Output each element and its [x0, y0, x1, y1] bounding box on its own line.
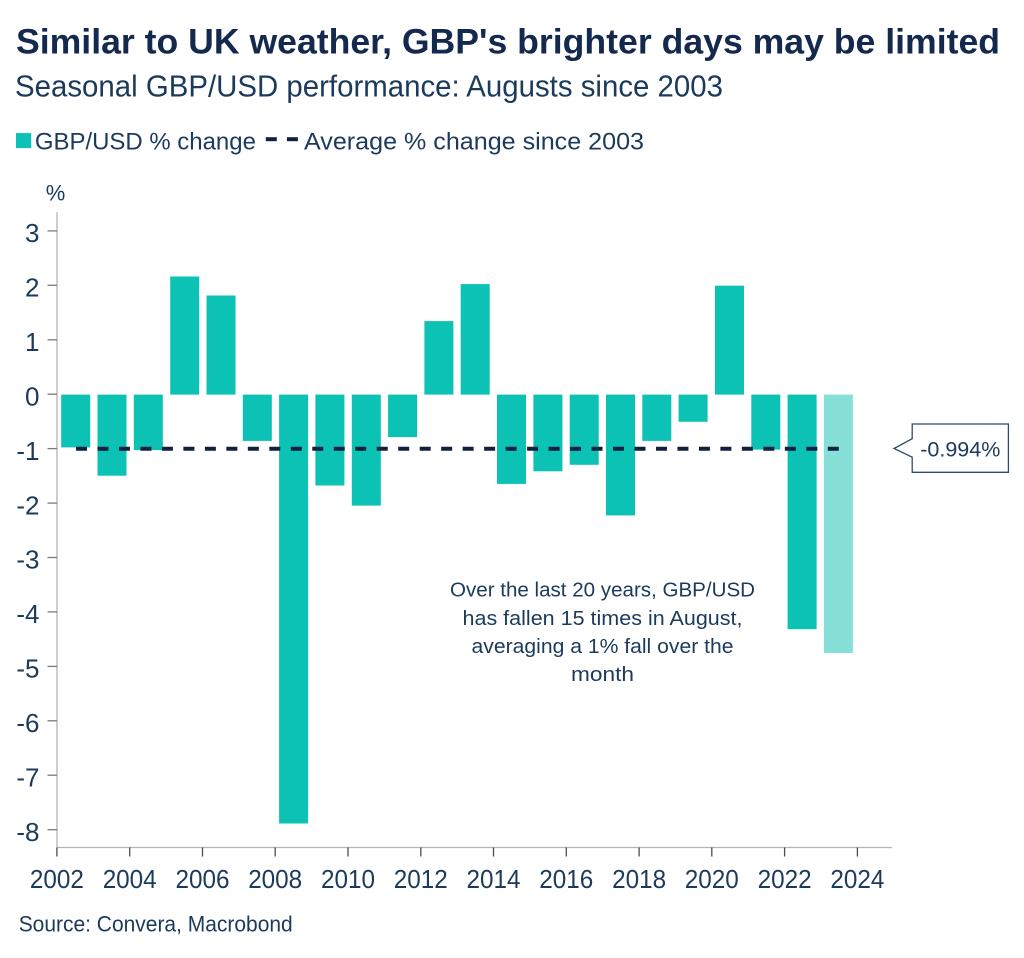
svg-text:-3: -3 — [16, 545, 39, 575]
svg-text:-6: -6 — [16, 708, 39, 738]
svg-text:month: month — [571, 664, 634, 686]
svg-text:0: 0 — [25, 381, 39, 411]
svg-text:Over the last 20 years, GBP/US: Over the last 20 years, GBP/USD — [450, 580, 755, 602]
svg-text:2010: 2010 — [321, 864, 375, 894]
svg-text:2006: 2006 — [176, 864, 230, 894]
svg-text:-8: -8 — [16, 817, 39, 847]
svg-text:averaging a 1% fall over the: averaging a 1% fall over the — [472, 636, 734, 658]
svg-text:2020: 2020 — [685, 864, 739, 894]
svg-text:Similar to UK weather, GBP's b: Similar to UK weather, GBP's brighter da… — [16, 22, 1000, 61]
svg-text:-0.994%: -0.994% — [920, 438, 1000, 462]
svg-text:1: 1 — [25, 327, 39, 357]
svg-text:2002: 2002 — [30, 864, 84, 894]
svg-text:2016: 2016 — [539, 864, 593, 894]
svg-text:2: 2 — [25, 273, 39, 303]
svg-text:2008: 2008 — [248, 864, 302, 894]
svg-text:2014: 2014 — [467, 864, 521, 894]
svg-text:-4: -4 — [16, 599, 39, 629]
svg-text:GBP/USD % change: GBP/USD % change — [35, 128, 256, 155]
svg-text:2018: 2018 — [612, 864, 666, 894]
svg-text:-2: -2 — [16, 490, 39, 520]
svg-text:Source: Convera, Macrobond: Source: Convera, Macrobond — [19, 911, 293, 936]
svg-text:3: 3 — [25, 218, 39, 248]
svg-text:2012: 2012 — [394, 864, 448, 894]
svg-text:2024: 2024 — [830, 864, 884, 894]
svg-text:has fallen 15 times in August,: has fallen 15 times in August, — [463, 608, 743, 630]
svg-text:%: % — [46, 180, 66, 205]
svg-text:2004: 2004 — [103, 864, 157, 894]
svg-text:-5: -5 — [16, 654, 39, 684]
svg-text:2022: 2022 — [758, 864, 812, 894]
svg-text:-7: -7 — [16, 762, 39, 792]
svg-text:-1: -1 — [16, 436, 39, 466]
svg-text:Seasonal GBP/USD performance:: Seasonal GBP/USD performance: Augusts si… — [15, 69, 723, 104]
svg-text:Average % change since 2003: Average % change since 2003 — [304, 128, 644, 155]
